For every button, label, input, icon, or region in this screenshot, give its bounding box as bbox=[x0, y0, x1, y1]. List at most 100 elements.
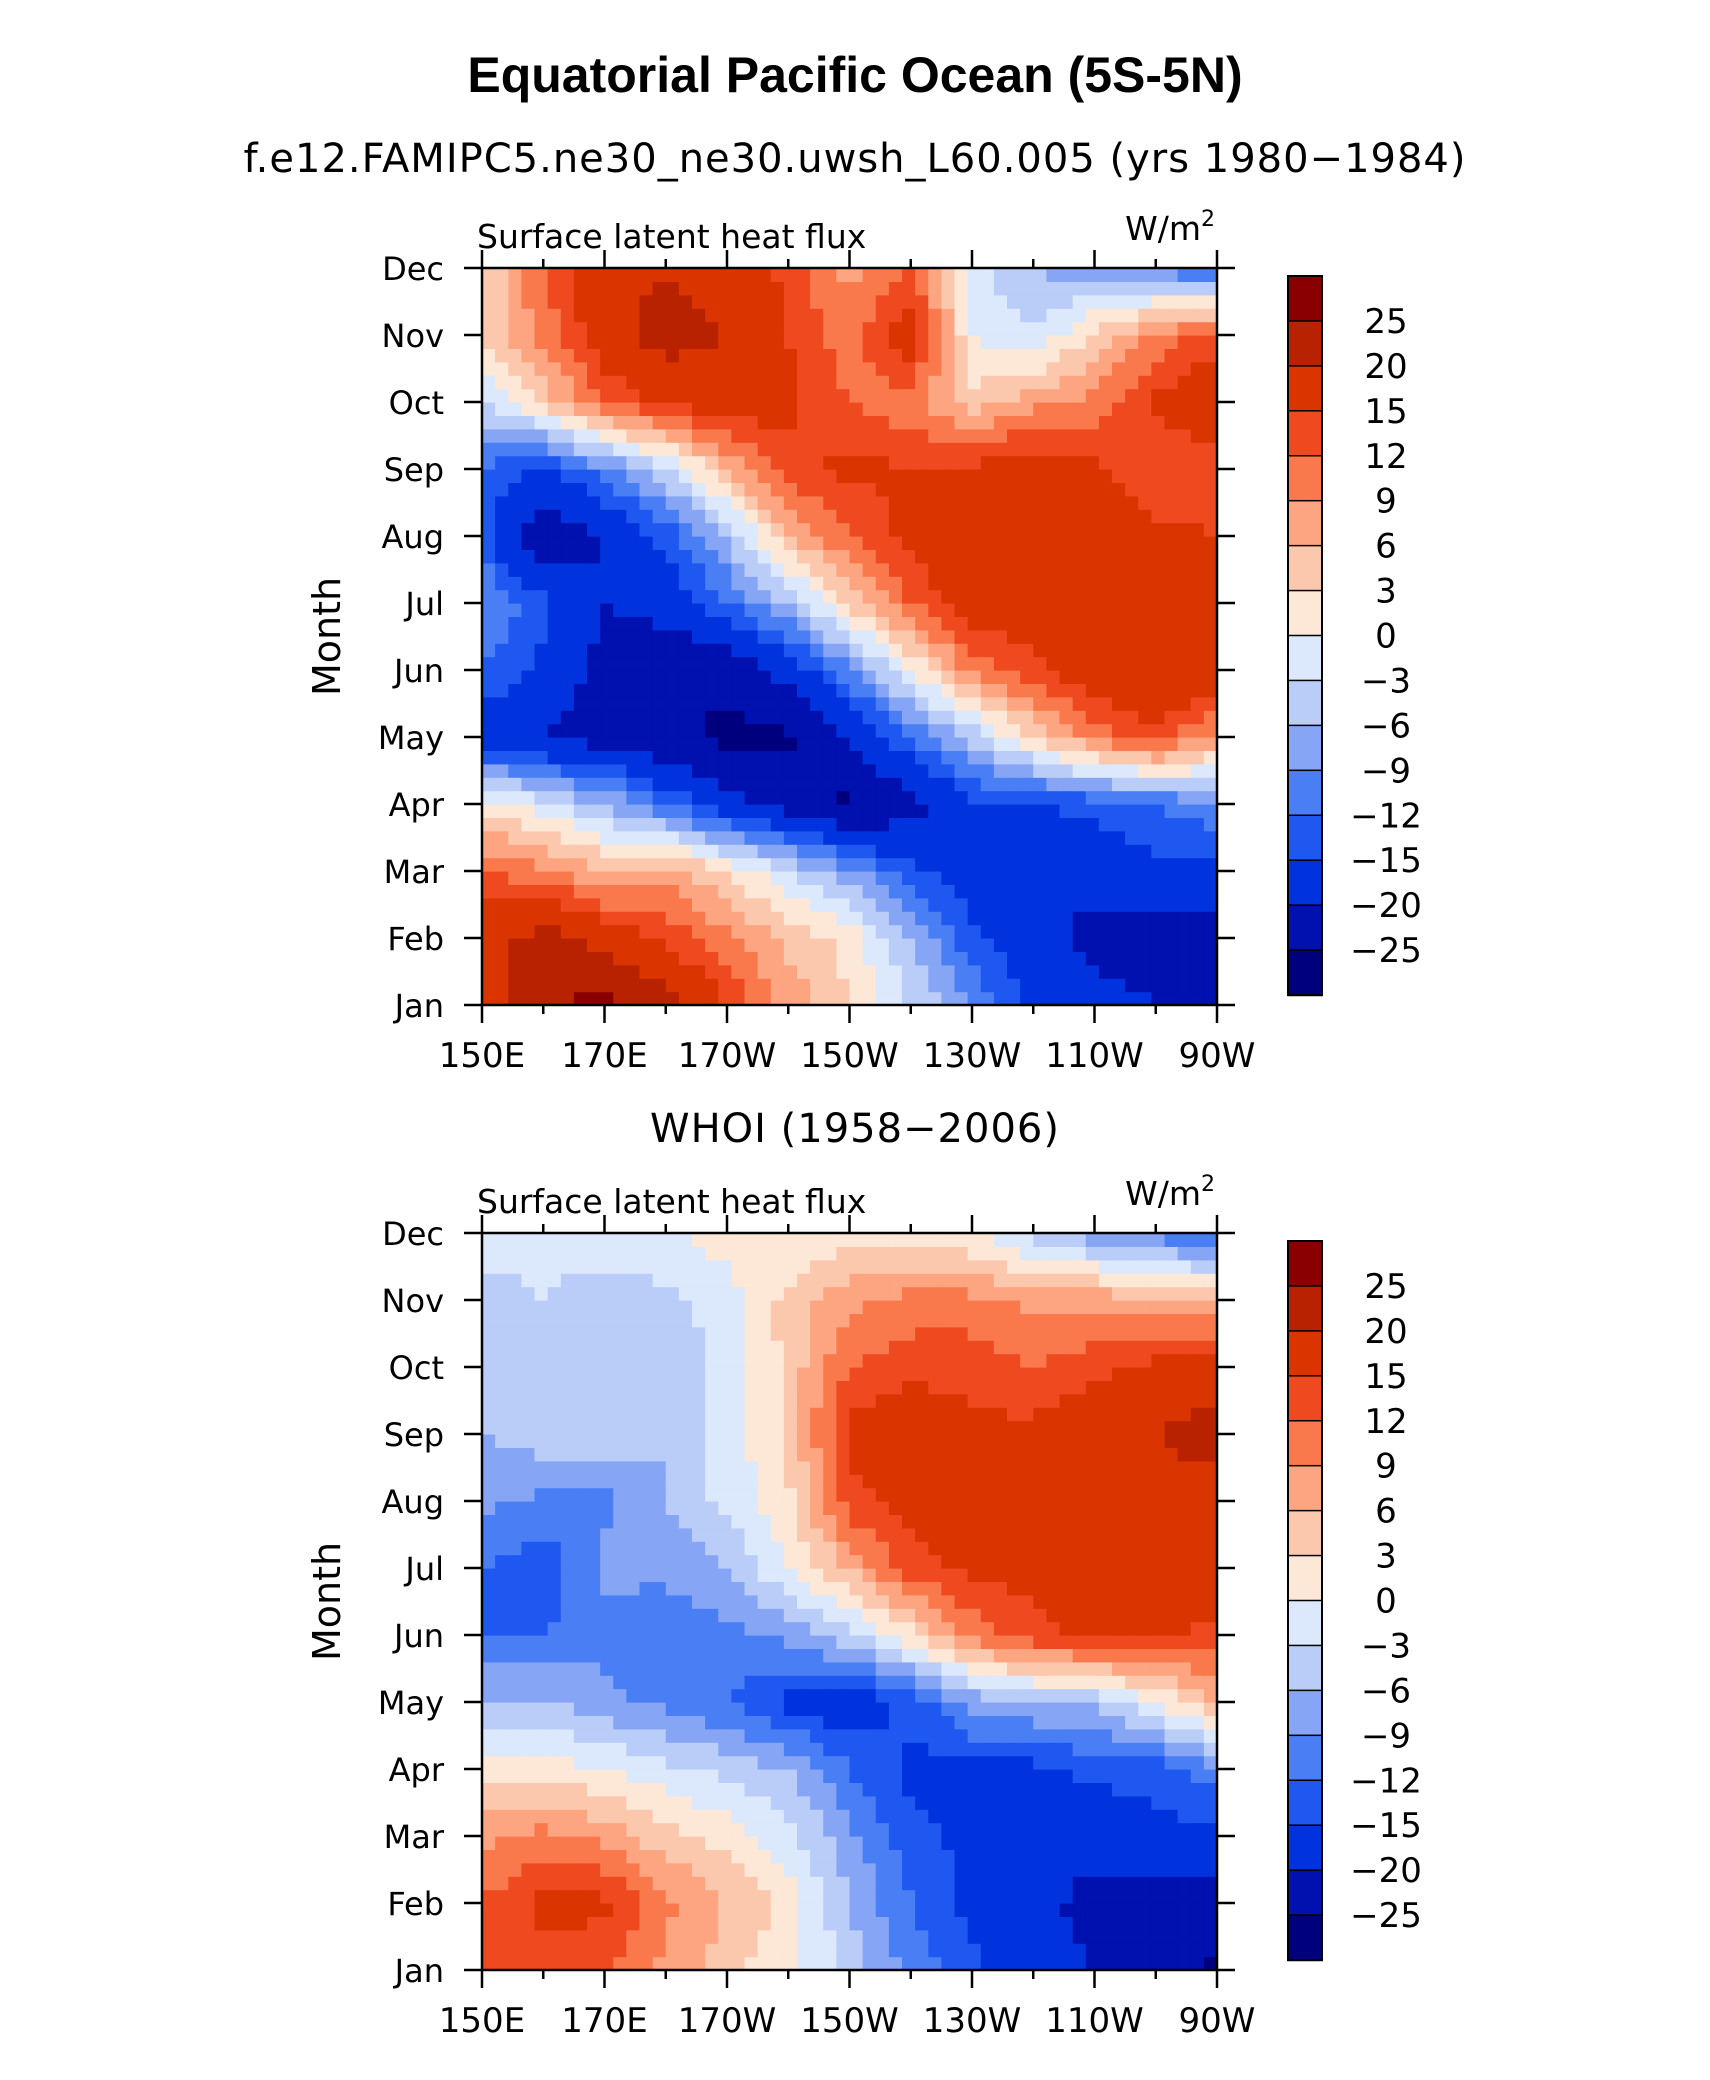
heatmap-cell bbox=[797, 1929, 811, 1944]
heatmap-cell bbox=[954, 884, 969, 899]
heatmap-cell bbox=[810, 924, 824, 939]
heatmap-cell bbox=[482, 442, 496, 457]
heatmap-cell bbox=[967, 1836, 982, 1850]
heatmap-cell bbox=[560, 388, 575, 403]
heatmap-cell bbox=[1177, 1661, 1192, 1676]
heatmap-cell bbox=[954, 817, 969, 832]
heatmap-cell bbox=[600, 335, 614, 349]
heatmap-cell bbox=[836, 1943, 851, 1958]
heatmap-cell bbox=[836, 1876, 851, 1891]
heatmap-cell bbox=[1177, 683, 1192, 698]
heatmap-cell bbox=[639, 1809, 654, 1824]
heatmap-cell bbox=[1151, 1876, 1166, 1891]
heatmap-cell bbox=[783, 388, 798, 403]
heatmap-cell bbox=[534, 964, 549, 979]
heatmap-cell bbox=[862, 549, 877, 564]
heatmap-cell bbox=[547, 375, 562, 390]
heatmap-cell bbox=[915, 924, 929, 939]
heatmap-cell bbox=[626, 1943, 641, 1958]
heatmap-cell bbox=[1059, 871, 1074, 885]
heatmap-cell bbox=[626, 938, 641, 952]
heatmap-cell bbox=[757, 509, 772, 524]
heatmap-cell bbox=[875, 1661, 890, 1676]
heatmap-cell bbox=[1125, 897, 1139, 912]
heatmap-cell bbox=[770, 723, 785, 738]
heatmap-cell bbox=[1007, 562, 1021, 577]
heatmap-cell bbox=[560, 978, 575, 993]
heatmap-cell bbox=[888, 361, 903, 376]
heatmap-cell bbox=[639, 1836, 654, 1850]
heatmap-cell bbox=[521, 281, 536, 296]
heatmap-cell bbox=[731, 589, 746, 604]
heatmap-cell bbox=[954, 951, 969, 966]
heatmap-cell bbox=[639, 1943, 654, 1958]
heatmap-cell bbox=[993, 1742, 1008, 1757]
heatmap-cell bbox=[600, 1608, 614, 1623]
heatmap-cell bbox=[902, 643, 916, 658]
heatmap-cell bbox=[1138, 656, 1152, 671]
heatmap-cell bbox=[810, 1648, 824, 1663]
heatmap-cell bbox=[1125, 1903, 1139, 1917]
heatmap-cell bbox=[1033, 1836, 1047, 1850]
heatmap-cell bbox=[1033, 1809, 1047, 1824]
heatmap-cell bbox=[797, 643, 811, 658]
heatmap-cell bbox=[849, 884, 864, 899]
colorbar-swatch bbox=[1287, 410, 1323, 457]
heatmap-cell bbox=[508, 938, 522, 952]
heatmap-cell bbox=[521, 750, 536, 765]
heatmap-cell bbox=[836, 1742, 851, 1757]
heatmap-cell bbox=[547, 335, 562, 349]
heatmap-cell bbox=[1098, 804, 1113, 818]
heatmap-cell bbox=[902, 616, 916, 631]
heatmap-cell bbox=[757, 844, 772, 859]
heatmap-cell bbox=[1125, 522, 1139, 537]
heatmap-cell bbox=[1059, 1702, 1074, 1716]
heatmap-cell bbox=[718, 1648, 732, 1663]
heatmap-cell bbox=[1164, 1688, 1179, 1703]
heatmap-cell bbox=[1151, 1675, 1166, 1690]
heatmap-cell bbox=[600, 1635, 614, 1649]
heatmap-cell bbox=[836, 1594, 851, 1609]
heatmap-cell bbox=[915, 495, 929, 510]
heatmap-cell bbox=[993, 1929, 1008, 1944]
heatmap-cell bbox=[626, 951, 641, 966]
heatmap-cell bbox=[915, 1822, 929, 1837]
heatmap-cell bbox=[902, 777, 916, 792]
heatmap-cell bbox=[678, 522, 693, 537]
heatmap-cell bbox=[613, 750, 627, 765]
heatmap-cell bbox=[875, 294, 890, 309]
heatmap-cell bbox=[626, 1661, 641, 1676]
heatmap-cell bbox=[665, 911, 680, 926]
heatmap-cell bbox=[1203, 1675, 1218, 1690]
heatmap-cell bbox=[888, 1675, 903, 1690]
heatmap-cell bbox=[770, 1769, 785, 1783]
heatmap-cell bbox=[626, 1554, 641, 1569]
heatmap-cell bbox=[1033, 683, 1047, 698]
heatmap-cell bbox=[928, 335, 942, 349]
heatmap-cell bbox=[1125, 804, 1139, 818]
heatmap-cell bbox=[1033, 402, 1047, 416]
heatmap-cell bbox=[1138, 388, 1152, 403]
heatmap-cell bbox=[1190, 951, 1205, 966]
heatmap-cell bbox=[560, 361, 575, 376]
heatmap-cell bbox=[495, 1648, 509, 1663]
heatmap-cell bbox=[1085, 509, 1100, 524]
heatmap-cell bbox=[1164, 991, 1179, 1006]
heatmap-cell bbox=[1112, 509, 1126, 524]
heatmap-cell bbox=[1190, 696, 1205, 711]
heatmap-cell bbox=[980, 1916, 995, 1931]
heatmap-cell bbox=[770, 375, 785, 390]
heatmap-cell bbox=[678, 1621, 693, 1636]
heatmap-cell bbox=[1151, 1916, 1166, 1931]
heatmap-cell bbox=[652, 616, 667, 631]
heatmap-cell bbox=[1190, 1648, 1205, 1663]
heatmap-cell bbox=[534, 951, 549, 966]
heatmap-cell bbox=[534, 1929, 549, 1944]
heatmap-cell bbox=[1033, 1929, 1047, 1944]
heatmap-cell bbox=[613, 871, 627, 885]
heatmap-cell bbox=[587, 1661, 601, 1676]
heatmap-cell bbox=[731, 402, 746, 416]
heatmap-cell bbox=[915, 1635, 929, 1649]
heatmap-cell bbox=[1138, 455, 1152, 470]
heatmap-cell bbox=[744, 1581, 759, 1596]
